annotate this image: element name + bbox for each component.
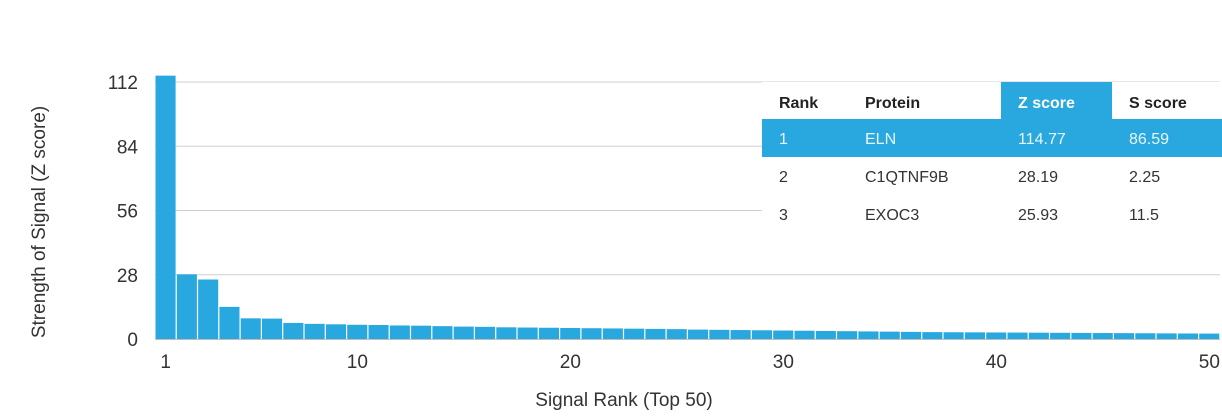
bar bbox=[347, 324, 368, 339]
bar bbox=[730, 330, 751, 339]
bar bbox=[624, 328, 645, 339]
table-cell: 2.25 bbox=[1129, 169, 1160, 186]
y-axis-title: Strength of Signal (Z score) bbox=[29, 106, 50, 338]
bar bbox=[176, 274, 197, 339]
bar bbox=[581, 328, 602, 339]
table-cell: 11.5 bbox=[1129, 207, 1159, 224]
table-cell: 2 bbox=[779, 169, 788, 186]
bar bbox=[283, 322, 304, 339]
bar bbox=[538, 327, 559, 339]
y-tick-label: 28 bbox=[117, 266, 138, 287]
bar bbox=[922, 332, 943, 339]
x-tick-label: 50 bbox=[1199, 352, 1220, 373]
table-cell: C1QTNF9B bbox=[865, 169, 949, 186]
table-cell: 28.19 bbox=[1018, 169, 1058, 186]
bar bbox=[1007, 332, 1028, 339]
table-cell: 3 bbox=[779, 207, 788, 224]
table-header-cell: Z score bbox=[1018, 95, 1075, 112]
bar bbox=[709, 329, 730, 339]
bar bbox=[815, 330, 836, 339]
bar bbox=[453, 326, 474, 339]
bar bbox=[901, 331, 922, 339]
bar bbox=[645, 328, 666, 339]
x-axis-title: Signal Rank (Top 50) bbox=[535, 390, 712, 411]
bar bbox=[240, 318, 261, 339]
bar bbox=[1028, 332, 1049, 339]
y-tick-label: 56 bbox=[117, 202, 138, 223]
x-tick-label: 10 bbox=[347, 352, 368, 373]
bar bbox=[1092, 333, 1113, 339]
x-tick-label: 40 bbox=[986, 352, 1007, 373]
bar bbox=[1050, 332, 1071, 339]
bar bbox=[496, 327, 517, 339]
bar bbox=[1135, 333, 1156, 339]
bar bbox=[879, 331, 900, 339]
y-tick-label: 0 bbox=[127, 330, 138, 351]
bar bbox=[837, 331, 858, 339]
bar bbox=[1199, 333, 1220, 339]
y-tick-label: 84 bbox=[117, 137, 139, 158]
x-tick-label: 30 bbox=[773, 352, 794, 373]
table-cell: 25.93 bbox=[1018, 207, 1058, 224]
bar bbox=[773, 330, 794, 339]
bar bbox=[155, 75, 176, 340]
bar bbox=[475, 326, 496, 339]
bar bbox=[1156, 333, 1177, 339]
y-tick-label: 112 bbox=[108, 73, 138, 94]
table-cell: EXOC3 bbox=[865, 207, 919, 224]
bar bbox=[389, 325, 410, 339]
bar bbox=[1177, 333, 1198, 339]
table-header-cell: Protein bbox=[865, 95, 920, 112]
table-cell: ELN bbox=[865, 131, 896, 148]
bar bbox=[304, 323, 325, 339]
bar bbox=[751, 330, 772, 339]
bar bbox=[602, 328, 623, 339]
bar bbox=[560, 327, 581, 339]
highlighted-column-header bbox=[1001, 82, 1112, 119]
bar bbox=[943, 332, 964, 339]
bar bbox=[1071, 332, 1092, 339]
bar bbox=[411, 325, 432, 339]
table-background bbox=[762, 82, 1222, 233]
bar bbox=[666, 329, 687, 339]
bar bbox=[517, 327, 538, 339]
x-tick-label: 1 bbox=[160, 352, 171, 373]
bar bbox=[262, 318, 283, 339]
table-cell: 114.77 bbox=[1018, 131, 1066, 148]
bar bbox=[794, 330, 815, 339]
bar bbox=[1114, 333, 1135, 339]
bar bbox=[432, 326, 453, 339]
bar bbox=[198, 279, 219, 339]
bar bbox=[964, 332, 985, 339]
bar bbox=[858, 331, 879, 339]
x-tick-label: 20 bbox=[560, 352, 581, 373]
table-cell: 1 bbox=[779, 131, 788, 148]
bar bbox=[368, 325, 389, 339]
highlighted-table-row bbox=[762, 119, 1222, 157]
bar bbox=[219, 306, 240, 339]
bar bbox=[688, 329, 709, 339]
bar bbox=[986, 332, 1007, 339]
table-header-cell: Rank bbox=[779, 95, 818, 112]
bar bbox=[325, 324, 346, 339]
table-cell: 86.59 bbox=[1129, 131, 1169, 148]
table-header-cell: S score bbox=[1129, 95, 1187, 112]
